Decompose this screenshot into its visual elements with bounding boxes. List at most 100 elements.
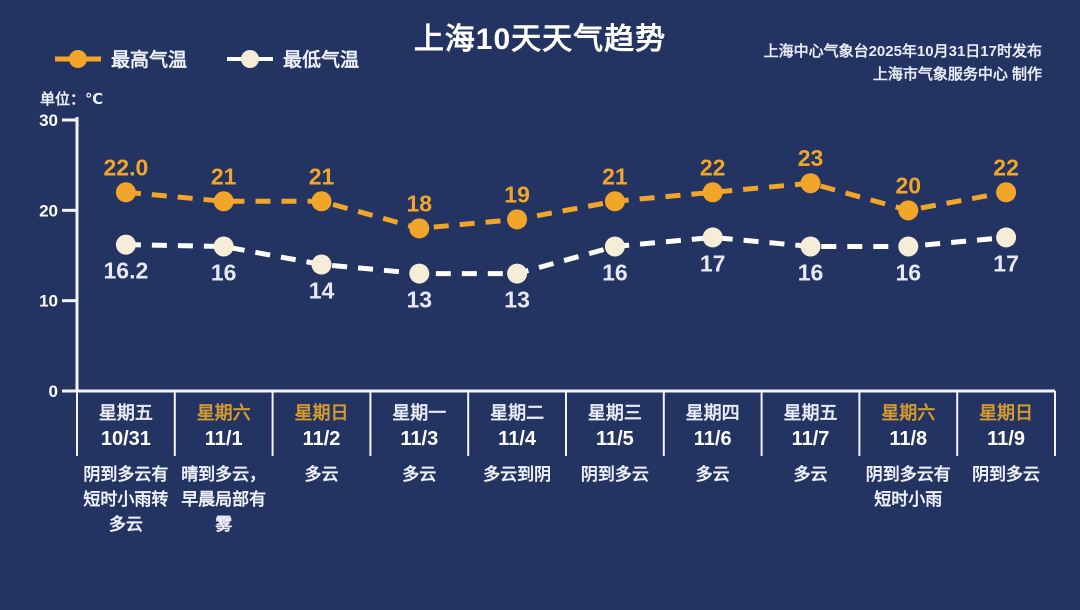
low-temp-value-label: 16	[798, 259, 824, 285]
day-column: 星期二 11/4	[468, 394, 566, 456]
high-temp-point	[409, 218, 430, 239]
high-temp-value-label: 22	[993, 154, 1019, 180]
weather-description: 多云	[793, 465, 828, 484]
weather-description: 晴到多云，早晨局部有雾	[181, 465, 267, 534]
weekday-label: 星期三	[587, 403, 642, 423]
y-tick-label: 0	[49, 382, 58, 401]
high-temp-value-label: 18	[407, 190, 433, 216]
low-temp-value-label: 16	[896, 259, 922, 285]
low-temp-point	[996, 227, 1017, 248]
legend-item-low: 最低气温	[227, 45, 359, 72]
high-temp-value-label: 23	[798, 145, 824, 171]
low-temp-value-label: 16	[211, 259, 237, 285]
weather-description: 阴到多云	[972, 465, 1041, 484]
high-temp-point	[996, 182, 1017, 203]
high-temp-point	[311, 191, 332, 212]
day-column: 星期日 11/9	[957, 394, 1055, 456]
weekday-label: 星期四	[685, 403, 740, 423]
low-temp-value-label: 13	[504, 287, 530, 313]
publisher-line2: 上海市气象服务中心 制作	[872, 66, 1042, 83]
date-label: 11/9	[987, 428, 1025, 450]
page-title: 上海10天天气趋势	[413, 23, 667, 56]
low-temp-point	[409, 263, 430, 284]
date-label: 10/31	[100, 428, 151, 450]
low-temp-point	[311, 254, 332, 275]
day-column: 星期一 11/3	[370, 394, 468, 456]
publisher-info: 上海中心气象台2025年10月31日17时发布 上海市气象服务中心 制作	[764, 40, 1042, 86]
weekday-label: 星期六	[196, 403, 251, 423]
low-temp-point	[800, 236, 821, 257]
y-tick-label: 30	[39, 111, 58, 130]
date-label: 11/2	[302, 428, 341, 450]
low-temp-legend-icon	[227, 49, 274, 68]
day-column: 星期五 11/7	[762, 394, 860, 456]
high-temp-point	[800, 173, 821, 194]
high-temp-point	[507, 209, 528, 230]
high-temp-value-label: 22	[700, 154, 726, 180]
low-temp-value-label: 17	[993, 250, 1019, 276]
high-temp-value-label: 21	[602, 163, 628, 189]
day-column: 星期六 11/8	[859, 394, 957, 456]
weather-description: 多云	[402, 465, 437, 484]
high-temp-value-label: 21	[211, 163, 237, 189]
low-temp-value-label: 16.2	[104, 258, 149, 284]
day-table: 星期五 10/31 星期六 11/1 星期日 11/2 星期一 11/3 星期二 11/4 星期三 1…	[77, 394, 1055, 456]
legend-high-label: 最高气温	[111, 50, 188, 71]
publisher-line1: 上海中心气象台2025年10月31日17时发布	[763, 43, 1042, 60]
y-tick-label: 10	[39, 292, 58, 311]
weekday-label: 星期六	[881, 403, 936, 423]
weather-row: 阴到多云有短时小雨转多云 晴到多云，早晨局部有雾 多云 多云 多云到阴 阴到多云 多云 多云 阴…	[77, 462, 1055, 537]
high-temp-point	[898, 200, 919, 221]
day-column: 星期三 11/5	[566, 394, 664, 456]
day-column: 星期日 11/2	[273, 394, 371, 456]
weekday-label: 星期一	[392, 403, 447, 423]
unit-label: 单位：℃	[40, 91, 104, 108]
weather-description: 多云到阴	[483, 465, 552, 484]
legend-low-label: 最低气温	[283, 50, 360, 71]
legend-item-high: 最高气温	[55, 45, 187, 72]
high-temp-point	[702, 182, 723, 203]
date-label: 11/3	[400, 428, 439, 450]
day-column: 星期四 11/6	[664, 394, 762, 456]
date-label: 11/1	[204, 428, 243, 450]
high-temp-value-label: 19	[504, 181, 530, 207]
day-column: 星期六 11/1	[175, 394, 273, 456]
weekday-label: 星期日	[979, 403, 1034, 423]
high-legend-circle	[69, 49, 87, 68]
weekday-label: 星期二	[490, 403, 545, 423]
date-label: 11/7	[791, 428, 830, 450]
date-label: 11/6	[693, 428, 732, 450]
low-temp-value-label: 13	[407, 287, 433, 313]
weekday-label: 星期五	[98, 403, 153, 423]
low-temp-value-label: 17	[700, 250, 726, 276]
weather-description: 多云	[695, 465, 730, 484]
low-temp-line	[125, 234, 1007, 277]
chart-legend: 最高气温 最低气温	[55, 45, 359, 72]
weather-description: 阴到多云有短时小雨	[865, 465, 951, 509]
date-label: 11/8	[889, 428, 928, 450]
weekday-label: 星期日	[294, 403, 349, 423]
high-temp-point	[115, 182, 136, 203]
low-temp-point	[115, 234, 136, 255]
high-temp-value-label: 20	[896, 172, 922, 198]
y-tick-label: 20	[39, 201, 58, 220]
date-label: 11/5	[595, 428, 634, 450]
low-temp-point	[604, 236, 625, 257]
low-temp-point	[507, 263, 528, 284]
weekday-label: 星期五	[783, 403, 838, 423]
low-temp-value-label: 16	[602, 259, 628, 285]
high-temp-legend-icon	[55, 49, 101, 68]
low-temp-value-label: 14	[309, 278, 335, 304]
low-legend-circle	[241, 49, 260, 68]
high-temp-point	[604, 191, 625, 212]
high-temp-line	[125, 180, 1007, 231]
weather-description: 阴到多云有短时小雨转多云	[83, 465, 169, 534]
high-temp-value-label: 22.0	[104, 154, 149, 180]
high-temp-value-label: 21	[309, 163, 335, 189]
low-temp-point	[213, 236, 234, 257]
low-temp-point	[702, 227, 723, 248]
date-label: 11/4	[498, 428, 536, 450]
weather-description: 多云	[304, 465, 339, 484]
weather-description: 阴到多云	[580, 465, 649, 484]
